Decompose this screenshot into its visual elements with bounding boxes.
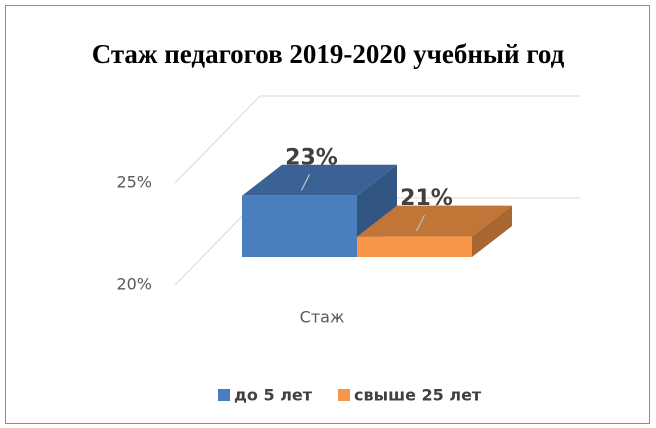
leader-line xyxy=(415,214,426,232)
y-tick-label: 25% xyxy=(116,173,152,192)
bar-top xyxy=(357,205,512,237)
data-label: 23% xyxy=(285,145,338,170)
bar xyxy=(242,164,397,257)
chart-title: Стаж педагогов 2019-2020 учебный год xyxy=(91,39,565,69)
bar-front xyxy=(357,236,472,257)
bar-front xyxy=(242,195,357,257)
legend-label: свыше 25 лет xyxy=(354,386,482,405)
bar-side xyxy=(472,205,512,257)
data-label: 21% xyxy=(400,186,453,211)
bar xyxy=(357,205,512,257)
leader-line xyxy=(300,174,311,191)
legend-swatch xyxy=(218,389,230,401)
legend-swatch xyxy=(338,389,351,401)
grid-line xyxy=(174,95,580,184)
x-tick-label: Стаж xyxy=(300,308,345,327)
y-tick-label: 20% xyxy=(116,275,152,294)
legend-label: до 5 лет xyxy=(234,386,313,405)
bar-top xyxy=(242,164,397,196)
